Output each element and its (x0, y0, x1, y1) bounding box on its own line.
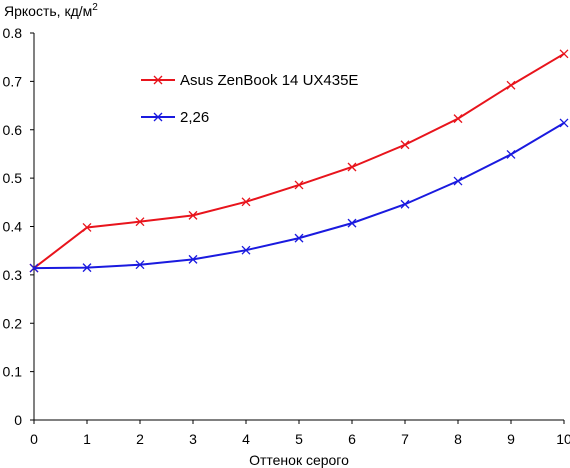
x-tick-label: 9 (507, 431, 515, 447)
y-axis-title: Яркость, кд/м2 (4, 2, 98, 19)
series-2 (29, 118, 569, 273)
legend-label: 2,26 (180, 109, 209, 126)
y-tick-label: 0 (14, 412, 22, 428)
legend-item-1: Asus ZenBook 14 UX435E (141, 72, 358, 89)
data-point (82, 263, 92, 273)
x-tick-label: 5 (295, 431, 303, 447)
legend-marker (153, 75, 163, 85)
series-line (33, 122, 565, 270)
y-tick-label: 0.5 (3, 170, 23, 186)
data-point (400, 199, 410, 209)
x-axis-title: Оттенок серого (249, 452, 349, 468)
axes (33, 33, 564, 421)
x-tick-label: 0 (30, 431, 38, 447)
x-tick-label: 10 (556, 431, 570, 447)
y-axis-ticks: 0 0.1 0.2 0.3 0.4 0.5 0.6 0.7 0.8 (3, 25, 34, 428)
series-group (29, 49, 569, 273)
data-point (400, 140, 410, 150)
y-tick-label: 0.8 (3, 25, 23, 41)
data-point (559, 49, 569, 59)
legend-label: Asus ZenBook 14 UX435E (180, 72, 358, 89)
data-point (347, 162, 357, 172)
data-point (506, 149, 516, 159)
x-axis-ticks: 0 1 2 3 4 5 6 7 8 9 10 (30, 420, 570, 447)
data-point (135, 217, 145, 227)
data-point (453, 114, 463, 124)
data-point (241, 197, 251, 207)
x-tick-label: 6 (348, 431, 356, 447)
y-tick-label: 0.4 (3, 219, 23, 235)
x-tick-label: 3 (189, 431, 197, 447)
data-point (294, 180, 304, 190)
data-point (453, 176, 463, 186)
data-point (29, 263, 39, 273)
data-point (347, 218, 357, 228)
data-point (294, 233, 304, 243)
legend-marker (153, 112, 163, 122)
y-axis-title-text: Яркость, кд/м (4, 3, 92, 19)
x-tick-label: 1 (83, 431, 91, 447)
y-tick-label: 0.6 (3, 122, 23, 138)
y-tick-label: 0.1 (3, 364, 23, 380)
y-tick-label: 0.3 (3, 267, 23, 283)
x-tick-label: 2 (136, 431, 144, 447)
data-point (135, 260, 145, 270)
data-point (188, 210, 198, 220)
x-tick-label: 7 (401, 431, 409, 447)
y-tick-label: 0.2 (3, 315, 23, 331)
data-point (559, 118, 569, 128)
data-point (506, 80, 516, 90)
x-tick-label: 4 (242, 431, 250, 447)
y-axis-title-superscript: 2 (92, 2, 98, 13)
x-tick-label: 8 (454, 431, 462, 447)
data-point (82, 223, 92, 232)
legend: Asus ZenBook 14 UX435E 2,26 (141, 72, 358, 126)
data-point (241, 245, 251, 255)
y-tick-label: 0.7 (3, 73, 23, 89)
legend-item-2: 2,26 (141, 109, 209, 126)
data-point (188, 254, 198, 264)
